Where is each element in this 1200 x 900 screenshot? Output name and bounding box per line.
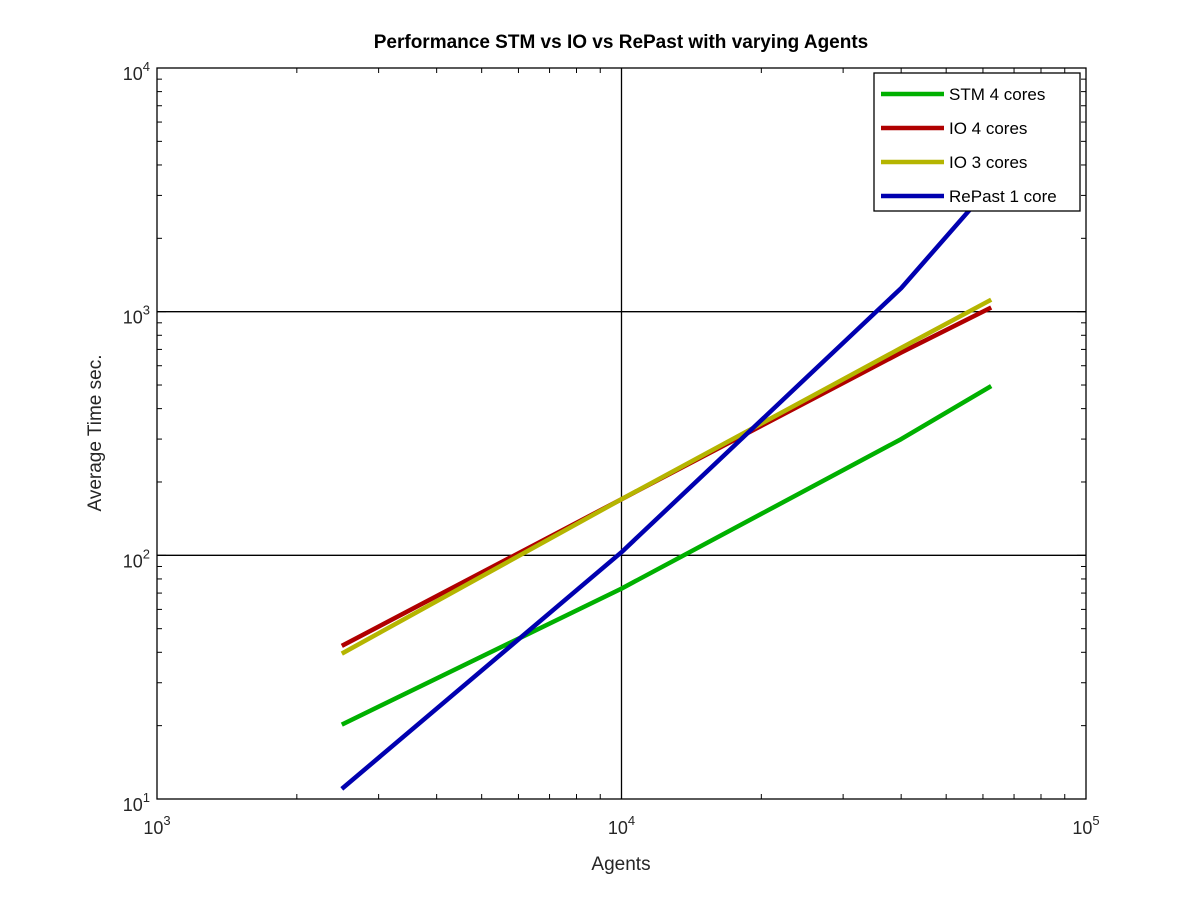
series-line-4	[340, 183, 993, 791]
y-tick-label: 102	[123, 546, 150, 571]
y-axis-label: Average Time sec.	[85, 354, 106, 511]
x-tick-label: 104	[608, 813, 635, 838]
legend-entry: STM 4 cores	[949, 85, 1045, 104]
y-tick-label: 101	[123, 790, 150, 815]
x-tick-label: 103	[143, 813, 170, 838]
tick-labels: 103 104 105 101 102 103 104	[123, 59, 1100, 838]
series-line-1	[340, 384, 993, 727]
chart-title: Performance STM vs IO vs RePast with var…	[374, 32, 869, 53]
legend-entry: RePast 1 core	[949, 187, 1057, 206]
y-tick-label: 103	[123, 303, 150, 328]
legend-entry: IO 4 cores	[949, 119, 1027, 138]
series-layer	[340, 183, 993, 791]
legend: STM 4 cores IO 4 cores IO 3 cores RePast 1 …	[873, 72, 1081, 212]
series-line-3	[340, 297, 993, 656]
x-axis-label: Agents	[591, 854, 650, 875]
x-tick-label: 105	[1072, 813, 1099, 838]
grid-lines	[157, 68, 1086, 799]
y-tick-label: 104	[123, 59, 150, 84]
legend-entry: IO 3 cores	[949, 153, 1027, 172]
tick-marks	[156, 67, 1087, 800]
